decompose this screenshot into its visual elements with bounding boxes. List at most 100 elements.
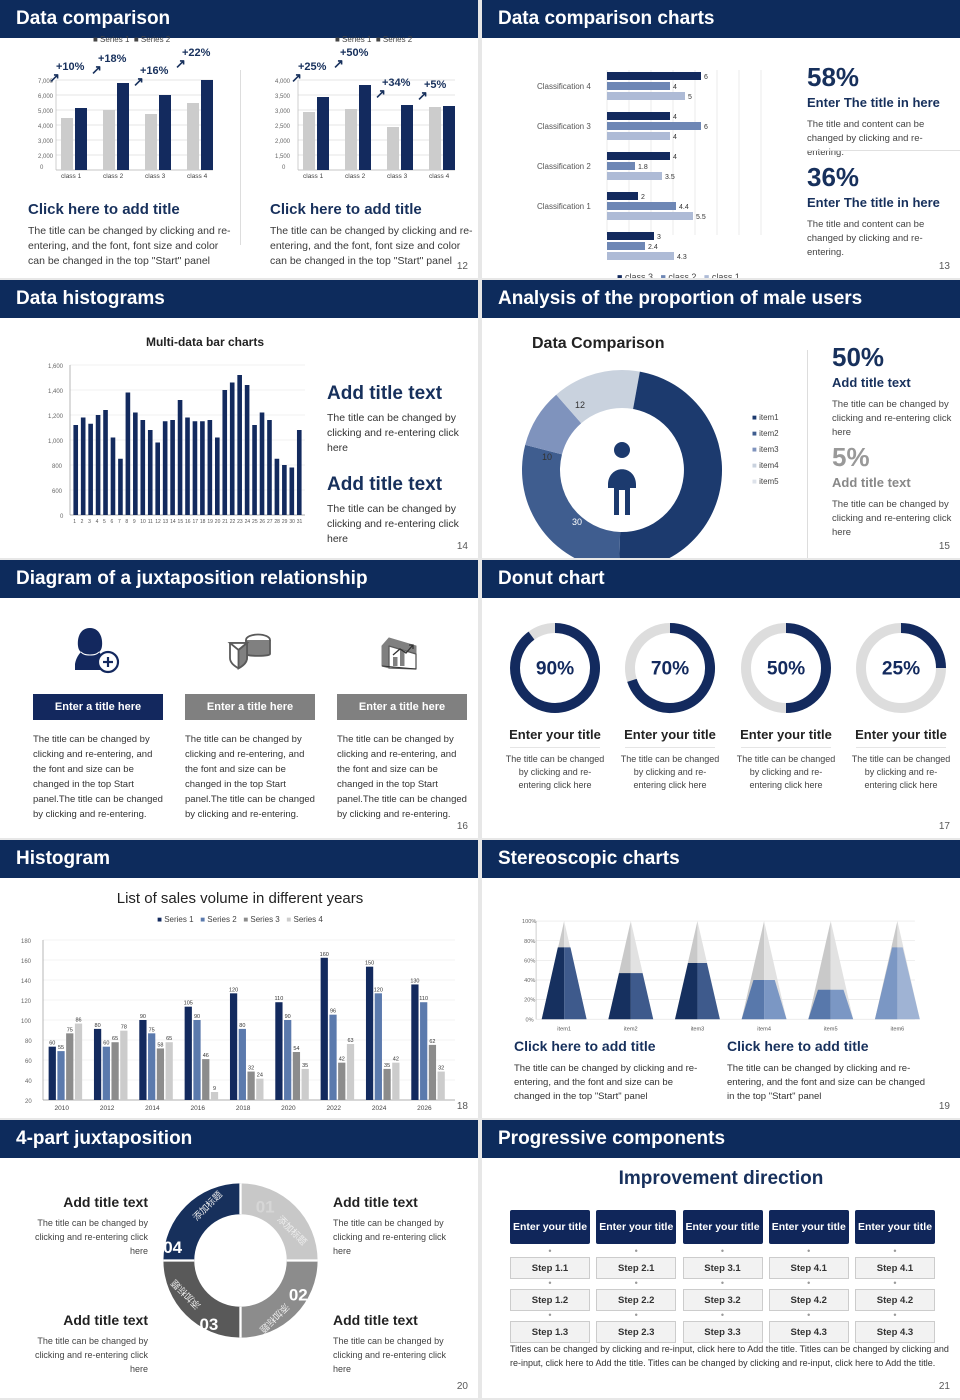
svg-text:3: 3 bbox=[88, 519, 91, 525]
svg-text:58: 58 bbox=[157, 1042, 163, 1048]
svg-text:class 1: class 1 bbox=[61, 173, 82, 180]
svg-text:2018: 2018 bbox=[236, 1105, 251, 1112]
svg-text:class 4: class 4 bbox=[187, 173, 208, 180]
svg-text:30: 30 bbox=[572, 517, 582, 527]
svg-text:60: 60 bbox=[103, 1041, 109, 1047]
svg-text:110: 110 bbox=[275, 996, 284, 1002]
svg-text:120: 120 bbox=[374, 987, 383, 993]
svg-text:180: 180 bbox=[21, 939, 32, 945]
svg-text:4: 4 bbox=[673, 134, 677, 141]
svg-text:8: 8 bbox=[125, 519, 128, 525]
svg-text:35: 35 bbox=[384, 1063, 390, 1069]
svg-text:item4: item4 bbox=[757, 1026, 771, 1032]
svg-text:2010: 2010 bbox=[55, 1105, 70, 1112]
svg-text:1,400: 1,400 bbox=[48, 389, 64, 395]
svg-text:18: 18 bbox=[200, 519, 206, 525]
svg-text:item2: item2 bbox=[624, 1026, 638, 1032]
svg-text:1,600: 1,600 bbox=[48, 364, 64, 370]
svg-text:02: 02 bbox=[289, 1286, 308, 1305]
svg-text:1,200: 1,200 bbox=[48, 414, 64, 420]
svg-text:4: 4 bbox=[673, 114, 677, 121]
svg-text:17: 17 bbox=[192, 519, 198, 525]
svg-text:42: 42 bbox=[339, 1057, 345, 1063]
svg-text:4: 4 bbox=[673, 84, 677, 91]
svg-text:75: 75 bbox=[67, 1027, 73, 1033]
svg-text:item1: item1 bbox=[557, 1026, 571, 1032]
svg-text:2016: 2016 bbox=[191, 1105, 206, 1112]
svg-text:class 3: class 3 bbox=[145, 173, 166, 180]
svg-text:140: 140 bbox=[21, 979, 32, 985]
svg-text:6: 6 bbox=[110, 519, 113, 525]
svg-text:13: 13 bbox=[163, 519, 169, 525]
svg-text:35: 35 bbox=[302, 1063, 308, 1069]
svg-text:110: 110 bbox=[419, 996, 428, 1002]
svg-text:160: 160 bbox=[21, 959, 32, 965]
svg-text:4: 4 bbox=[96, 519, 99, 525]
svg-text:04: 04 bbox=[163, 1238, 182, 1257]
svg-text:3: 3 bbox=[657, 234, 661, 241]
svg-text:4,000: 4,000 bbox=[38, 124, 54, 130]
svg-text:63: 63 bbox=[347, 1038, 353, 1044]
svg-text:42: 42 bbox=[393, 1057, 399, 1063]
svg-text:class 4: class 4 bbox=[429, 173, 450, 180]
svg-text:3,000: 3,000 bbox=[38, 139, 54, 145]
svg-text:78: 78 bbox=[121, 1025, 127, 1031]
svg-text:160: 160 bbox=[320, 952, 329, 958]
svg-text:80: 80 bbox=[239, 1023, 245, 1029]
svg-text:2: 2 bbox=[641, 194, 645, 201]
svg-text:4,000: 4,000 bbox=[275, 79, 291, 85]
svg-text:Classification 4: Classification 4 bbox=[537, 82, 591, 91]
svg-text:4.4: 4.4 bbox=[679, 204, 689, 211]
svg-text:2014: 2014 bbox=[145, 1105, 160, 1112]
svg-text:4: 4 bbox=[673, 154, 677, 161]
svg-text:20: 20 bbox=[215, 519, 221, 525]
svg-text:2: 2 bbox=[81, 519, 84, 525]
svg-text:50%: 50% bbox=[767, 659, 805, 680]
svg-text:2,500: 2,500 bbox=[275, 124, 291, 130]
svg-text:0: 0 bbox=[40, 165, 44, 171]
svg-text:90: 90 bbox=[140, 1014, 146, 1020]
svg-text:0: 0 bbox=[282, 165, 286, 171]
svg-text:11: 11 bbox=[148, 519, 153, 525]
svg-text:28: 28 bbox=[274, 519, 280, 525]
svg-text:3,500: 3,500 bbox=[275, 94, 291, 100]
svg-text:65: 65 bbox=[112, 1036, 118, 1042]
svg-text:62: 62 bbox=[429, 1039, 435, 1045]
svg-text:10: 10 bbox=[140, 519, 146, 525]
svg-text:32: 32 bbox=[248, 1066, 254, 1072]
svg-text:item6: item6 bbox=[891, 1026, 905, 1032]
svg-text:class 1: class 1 bbox=[303, 173, 324, 180]
svg-text:23: 23 bbox=[237, 519, 243, 525]
svg-text:54: 54 bbox=[293, 1046, 299, 1052]
svg-text:80%: 80% bbox=[524, 939, 535, 945]
svg-text:70%: 70% bbox=[651, 659, 689, 680]
svg-text:65: 65 bbox=[166, 1036, 172, 1042]
svg-text:2026: 2026 bbox=[417, 1105, 432, 1112]
svg-text:12: 12 bbox=[575, 400, 585, 410]
svg-text:3.5: 3.5 bbox=[665, 174, 675, 181]
svg-text:80: 80 bbox=[25, 1039, 32, 1045]
svg-text:16: 16 bbox=[185, 519, 191, 525]
svg-text:1: 1 bbox=[73, 519, 76, 525]
svg-text:5,000: 5,000 bbox=[38, 109, 54, 115]
svg-text:130: 130 bbox=[410, 978, 419, 984]
svg-text:60%: 60% bbox=[524, 958, 535, 964]
svg-text:25: 25 bbox=[252, 519, 258, 525]
svg-text:1,000: 1,000 bbox=[48, 439, 64, 445]
svg-text:120: 120 bbox=[229, 987, 238, 993]
svg-text:6,000: 6,000 bbox=[38, 94, 54, 100]
svg-text:32: 32 bbox=[438, 1066, 444, 1072]
svg-text:90: 90 bbox=[285, 1014, 291, 1020]
svg-text:105: 105 bbox=[184, 1001, 193, 1007]
svg-text:15: 15 bbox=[178, 519, 184, 525]
svg-text:150: 150 bbox=[365, 961, 374, 967]
svg-text:22: 22 bbox=[230, 519, 236, 525]
svg-text:2020: 2020 bbox=[281, 1105, 296, 1112]
svg-text:class 2: class 2 bbox=[103, 173, 124, 180]
svg-text:20: 20 bbox=[25, 1099, 32, 1105]
svg-text:86: 86 bbox=[75, 1018, 81, 1024]
svg-text:2.4: 2.4 bbox=[648, 244, 658, 251]
svg-text:40%: 40% bbox=[524, 978, 535, 984]
svg-text:50: 50 bbox=[662, 466, 672, 476]
svg-text:6: 6 bbox=[704, 74, 708, 81]
